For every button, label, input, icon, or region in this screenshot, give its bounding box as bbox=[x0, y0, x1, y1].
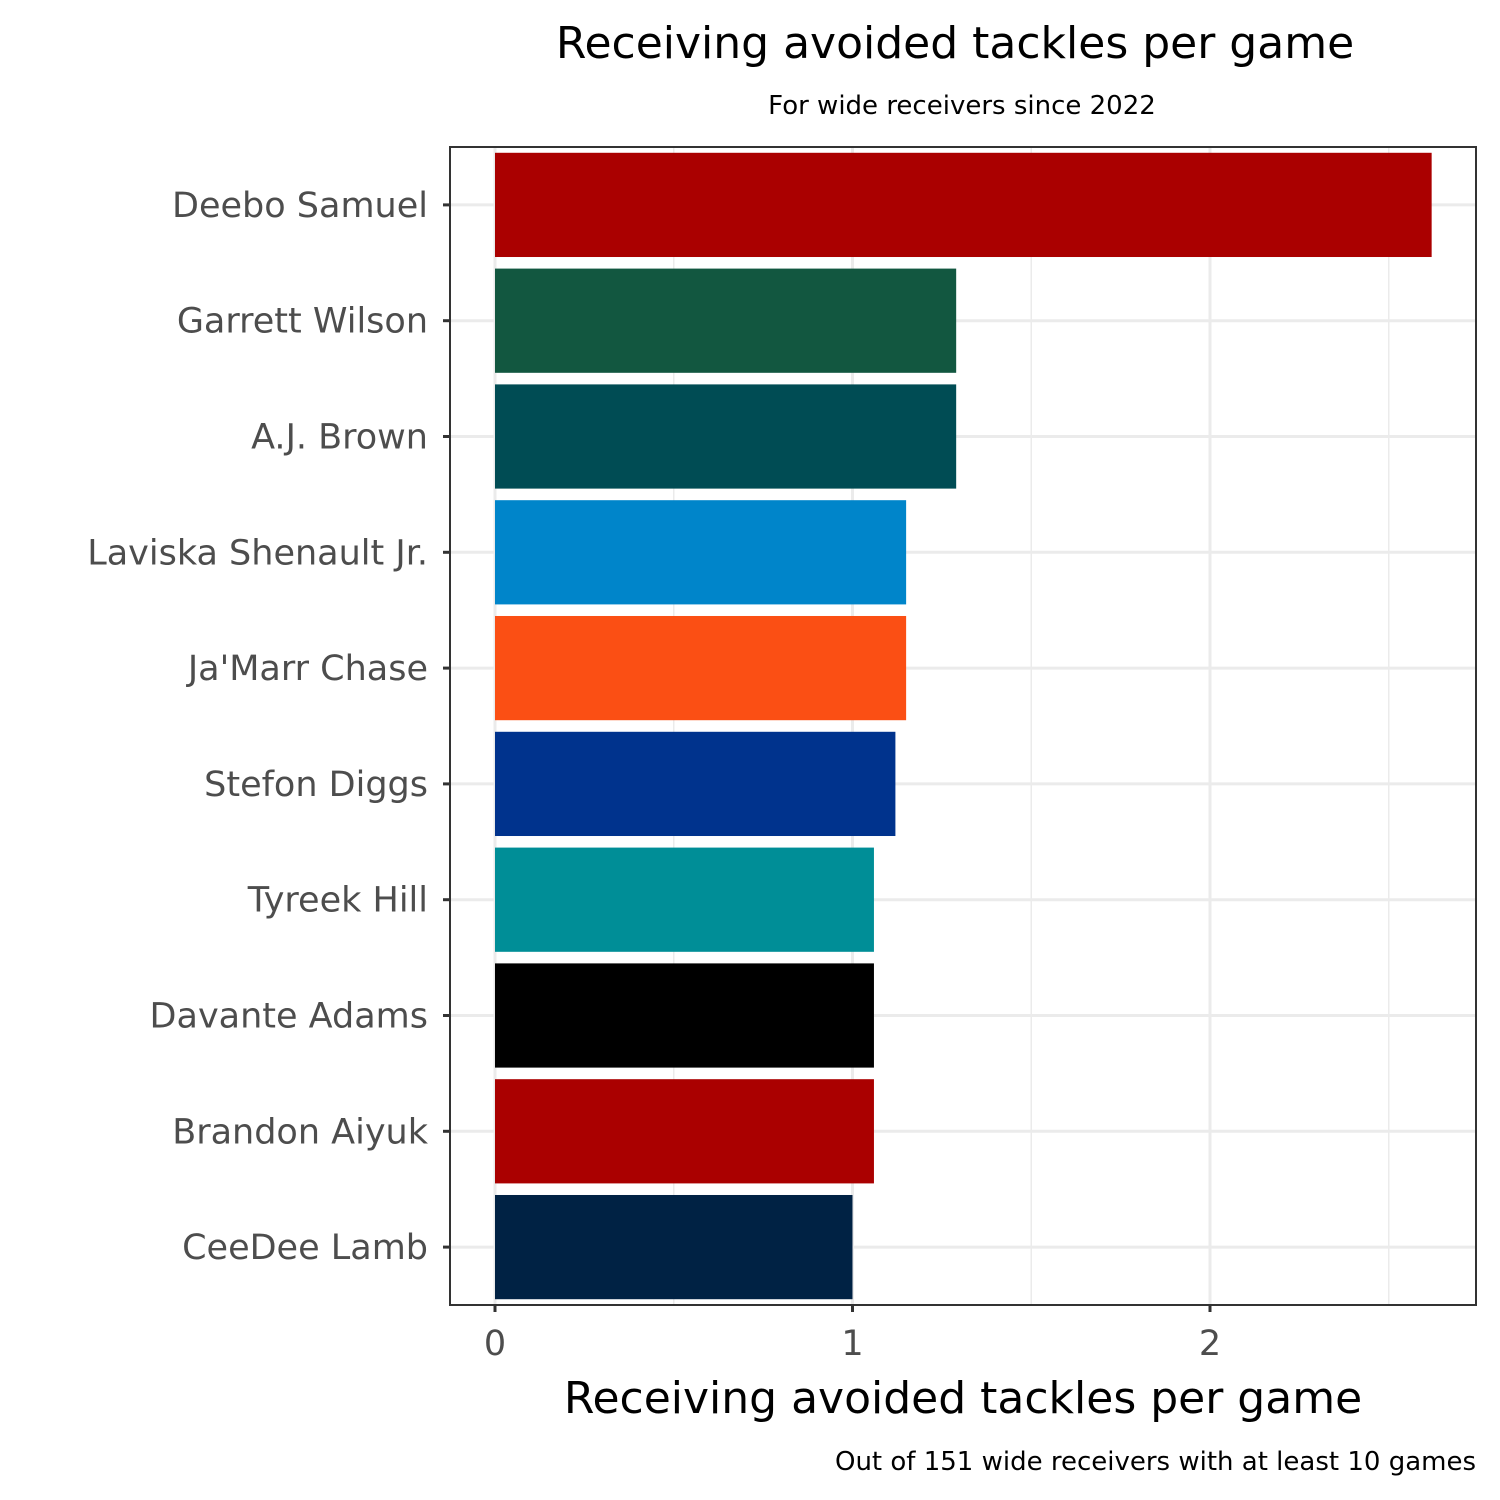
x-tick-label: 2 bbox=[1199, 1324, 1221, 1364]
plot-border bbox=[449, 146, 1477, 1306]
x-tick-label: 1 bbox=[841, 1324, 863, 1364]
y-tick-label: Laviska Shenault Jr. bbox=[87, 533, 428, 573]
bar-garrett-wilson bbox=[495, 268, 957, 373]
chart-caption: Out of 151 wide receivers with at least … bbox=[835, 1447, 1476, 1477]
bar-stefon-diggs bbox=[495, 731, 896, 837]
x-axis-ticks: 0 1 2 bbox=[484, 1305, 1221, 1364]
x-axis-label: Receiving avoided tackles per game bbox=[564, 1373, 1362, 1424]
y-tick-label: CeeDee Lamb bbox=[182, 1228, 428, 1268]
chart-title: Receiving avoided tackles per game bbox=[556, 18, 1354, 69]
y-tick-label: Stefon Diggs bbox=[204, 765, 428, 805]
y-tick-label: Ja'Marr Chase bbox=[186, 649, 428, 689]
y-tick-label: A.J. Brown bbox=[251, 418, 428, 458]
bar-laviska-shenault-jr bbox=[495, 500, 907, 605]
bar-a-j-brown bbox=[495, 384, 957, 489]
bar-ceedee-lamb bbox=[495, 1194, 853, 1300]
y-tick-label: Davante Adams bbox=[150, 997, 428, 1037]
bar-tyreek-hill bbox=[495, 847, 874, 952]
y-tick-label: Deebo Samuel bbox=[172, 186, 428, 226]
chart-subtitle: For wide receivers since 2022 bbox=[768, 91, 1156, 121]
y-tick-label: Tyreek Hill bbox=[247, 881, 428, 921]
y-tick-label: Brandon Aiyuk bbox=[172, 1112, 429, 1152]
bar-ja-marr-chase bbox=[495, 615, 907, 721]
bar-davante-adams bbox=[495, 963, 874, 1068]
y-axis-ticks: Deebo Samuel Garrett Wilson A.J. Brown Lavi… bbox=[87, 186, 450, 1268]
bar-deebo-samuel bbox=[495, 152, 1432, 258]
y-tick-label: Garrett Wilson bbox=[177, 302, 428, 342]
x-tick-label: 0 bbox=[484, 1324, 506, 1364]
bar-brandon-aiyuk bbox=[495, 1079, 874, 1184]
bars bbox=[495, 152, 1432, 1300]
